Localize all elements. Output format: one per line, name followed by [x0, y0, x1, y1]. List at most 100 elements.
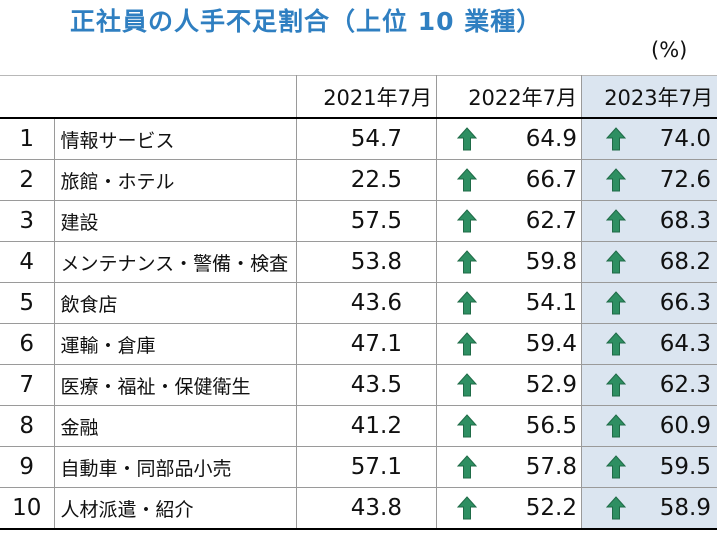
table-row: 8 金融 41.2 56.5 60.9 — [0, 405, 717, 447]
cell-2022: 54.1 — [436, 282, 582, 324]
value-2023: 74.0 — [659, 126, 711, 152]
cell-2023: 60.9 — [581, 405, 717, 447]
rank-cell: 6 — [0, 323, 55, 365]
cell-2023: 74.0 — [581, 118, 717, 160]
up-arrow-icon — [606, 250, 626, 274]
cell-2023: 68.2 — [581, 241, 717, 283]
up-arrow-icon — [606, 209, 626, 233]
up-arrow-icon — [606, 414, 626, 438]
up-arrow-icon — [457, 332, 477, 356]
industry-table: 2021年7月 2022年7月 2023年7月 1 情報サービス 54.7 64.9 7… — [0, 75, 717, 530]
header-blank — [0, 75, 54, 119]
value-2022: 59.8 — [525, 249, 577, 275]
value-2022: 62.7 — [525, 208, 577, 234]
header-2022: 2022年7月 — [436, 75, 582, 119]
value-2021: 57.5 — [296, 200, 437, 242]
industry-name: 旅館・ホテル — [54, 159, 297, 201]
rank-cell: 1 — [0, 118, 55, 160]
value-2022: 57.8 — [525, 454, 577, 480]
page-title: 正社員の人手不足割合（上位 10 業種） — [70, 7, 543, 36]
up-arrow-icon — [457, 496, 477, 520]
rank-cell: 2 — [0, 159, 55, 201]
value-2023: 60.9 — [659, 413, 711, 439]
industry-name: 金融 — [54, 405, 297, 447]
cell-2023: 64.3 — [581, 323, 717, 365]
cell-2022: 52.2 — [436, 487, 582, 530]
table-row: 3 建設 57.5 62.7 68.3 — [0, 200, 717, 242]
value-2022: 66.7 — [525, 167, 577, 193]
value-2023: 58.9 — [659, 495, 711, 521]
rank-cell: 3 — [0, 200, 55, 242]
value-2023: 72.6 — [659, 167, 711, 193]
header-row: 2021年7月 2022年7月 2023年7月 — [0, 75, 717, 119]
cell-2022: 57.8 — [436, 446, 582, 488]
up-arrow-icon — [606, 127, 626, 151]
value-2021: 43.6 — [296, 282, 437, 324]
rank-cell: 7 — [0, 364, 55, 406]
industry-name: 飲食店 — [54, 282, 297, 324]
table-row: 5 飲食店 43.6 54.1 66.3 — [0, 282, 717, 324]
table-row: 4 メンテナンス・警備・検査 53.8 59.8 68.2 — [0, 241, 717, 283]
table-row: 6 運輸・倉庫 47.1 59.4 64.3 — [0, 323, 717, 365]
cell-2023: 66.3 — [581, 282, 717, 324]
cell-2022: 62.7 — [436, 200, 582, 242]
value-2021: 22.5 — [296, 159, 437, 201]
cell-2022: 66.7 — [436, 159, 582, 201]
value-2022: 54.1 — [525, 290, 577, 316]
value-2022: 56.5 — [525, 413, 577, 439]
table-row: 1 情報サービス 54.7 64.9 74.0 — [0, 118, 717, 160]
value-2021: 43.5 — [296, 364, 437, 406]
cell-2023: 72.6 — [581, 159, 717, 201]
up-arrow-icon — [606, 455, 626, 479]
value-2023: 68.2 — [659, 249, 711, 275]
header-2021: 2021年7月 — [296, 75, 437, 119]
industry-name: 医療・福祉・保健衛生 — [54, 364, 297, 406]
industry-name: 情報サービス — [54, 118, 297, 160]
cell-2022: 52.9 — [436, 364, 582, 406]
cell-2022: 59.4 — [436, 323, 582, 365]
up-arrow-icon — [457, 168, 477, 192]
industry-name: 運輸・倉庫 — [54, 323, 297, 365]
header-blank-industry — [54, 75, 297, 119]
up-arrow-icon — [457, 373, 477, 397]
value-2021: 41.2 — [296, 405, 437, 447]
header-2023: 2023年7月 — [581, 75, 717, 119]
value-2023: 68.3 — [659, 208, 711, 234]
value-2023: 59.5 — [659, 454, 711, 480]
rank-cell: 5 — [0, 282, 55, 324]
up-arrow-icon — [457, 209, 477, 233]
value-2023: 66.3 — [659, 290, 711, 316]
value-2021: 54.7 — [296, 118, 437, 160]
up-arrow-icon — [457, 291, 477, 315]
cell-2022: 56.5 — [436, 405, 582, 447]
table-row: 7 医療・福祉・保健衛生 43.5 52.9 62.3 — [0, 364, 717, 406]
table-row: 9 自動車・同部品小売 57.1 57.8 59.5 — [0, 446, 717, 488]
value-2021: 47.1 — [296, 323, 437, 365]
up-arrow-icon — [606, 291, 626, 315]
value-2023: 62.3 — [659, 372, 711, 398]
up-arrow-icon — [457, 127, 477, 151]
cell-2023: 62.3 — [581, 364, 717, 406]
table-row: 2 旅館・ホテル 22.5 66.7 72.6 — [0, 159, 717, 201]
value-2022: 59.4 — [525, 331, 577, 357]
rank-cell: 4 — [0, 241, 55, 283]
cell-2023: 59.5 — [581, 446, 717, 488]
up-arrow-icon — [457, 250, 477, 274]
value-2021: 43.8 — [296, 487, 437, 530]
up-arrow-icon — [606, 332, 626, 356]
industry-name: メンテナンス・警備・検査 — [54, 241, 297, 283]
value-2021: 57.1 — [296, 446, 437, 488]
up-arrow-icon — [606, 496, 626, 520]
industry-name: 自動車・同部品小売 — [54, 446, 297, 488]
cell-2023: 68.3 — [581, 200, 717, 242]
unit-label: (%) — [651, 38, 688, 62]
value-2022: 52.9 — [525, 372, 577, 398]
cell-2022: 64.9 — [436, 118, 582, 160]
industry-name: 建設 — [54, 200, 297, 242]
up-arrow-icon — [606, 373, 626, 397]
value-2022: 64.9 — [525, 126, 577, 152]
rank-cell: 10 — [0, 487, 55, 530]
value-2021: 53.8 — [296, 241, 437, 283]
cell-2022: 59.8 — [436, 241, 582, 283]
rank-cell: 9 — [0, 446, 55, 488]
